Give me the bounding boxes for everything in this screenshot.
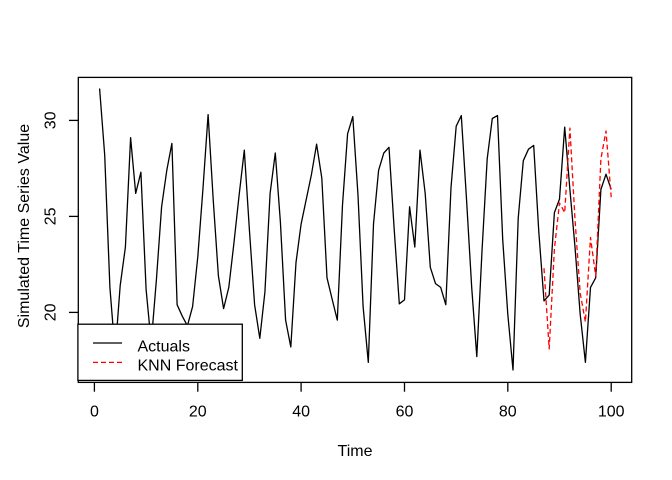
svg-text:30: 30 <box>42 111 59 129</box>
svg-text:Time: Time <box>338 443 373 460</box>
svg-text:80: 80 <box>499 404 517 421</box>
svg-text:Simulated Time Series Value: Simulated Time Series Value <box>16 124 33 328</box>
svg-text:25: 25 <box>42 207 59 225</box>
svg-text:20: 20 <box>189 404 207 421</box>
svg-text:100: 100 <box>598 404 625 421</box>
svg-text:60: 60 <box>396 404 414 421</box>
svg-text:20: 20 <box>42 303 59 321</box>
svg-text:KNN Forecast: KNN Forecast <box>138 357 239 374</box>
svg-text:0: 0 <box>90 404 99 421</box>
svg-text:40: 40 <box>292 404 310 421</box>
svg-text:Actuals: Actuals <box>138 338 190 355</box>
